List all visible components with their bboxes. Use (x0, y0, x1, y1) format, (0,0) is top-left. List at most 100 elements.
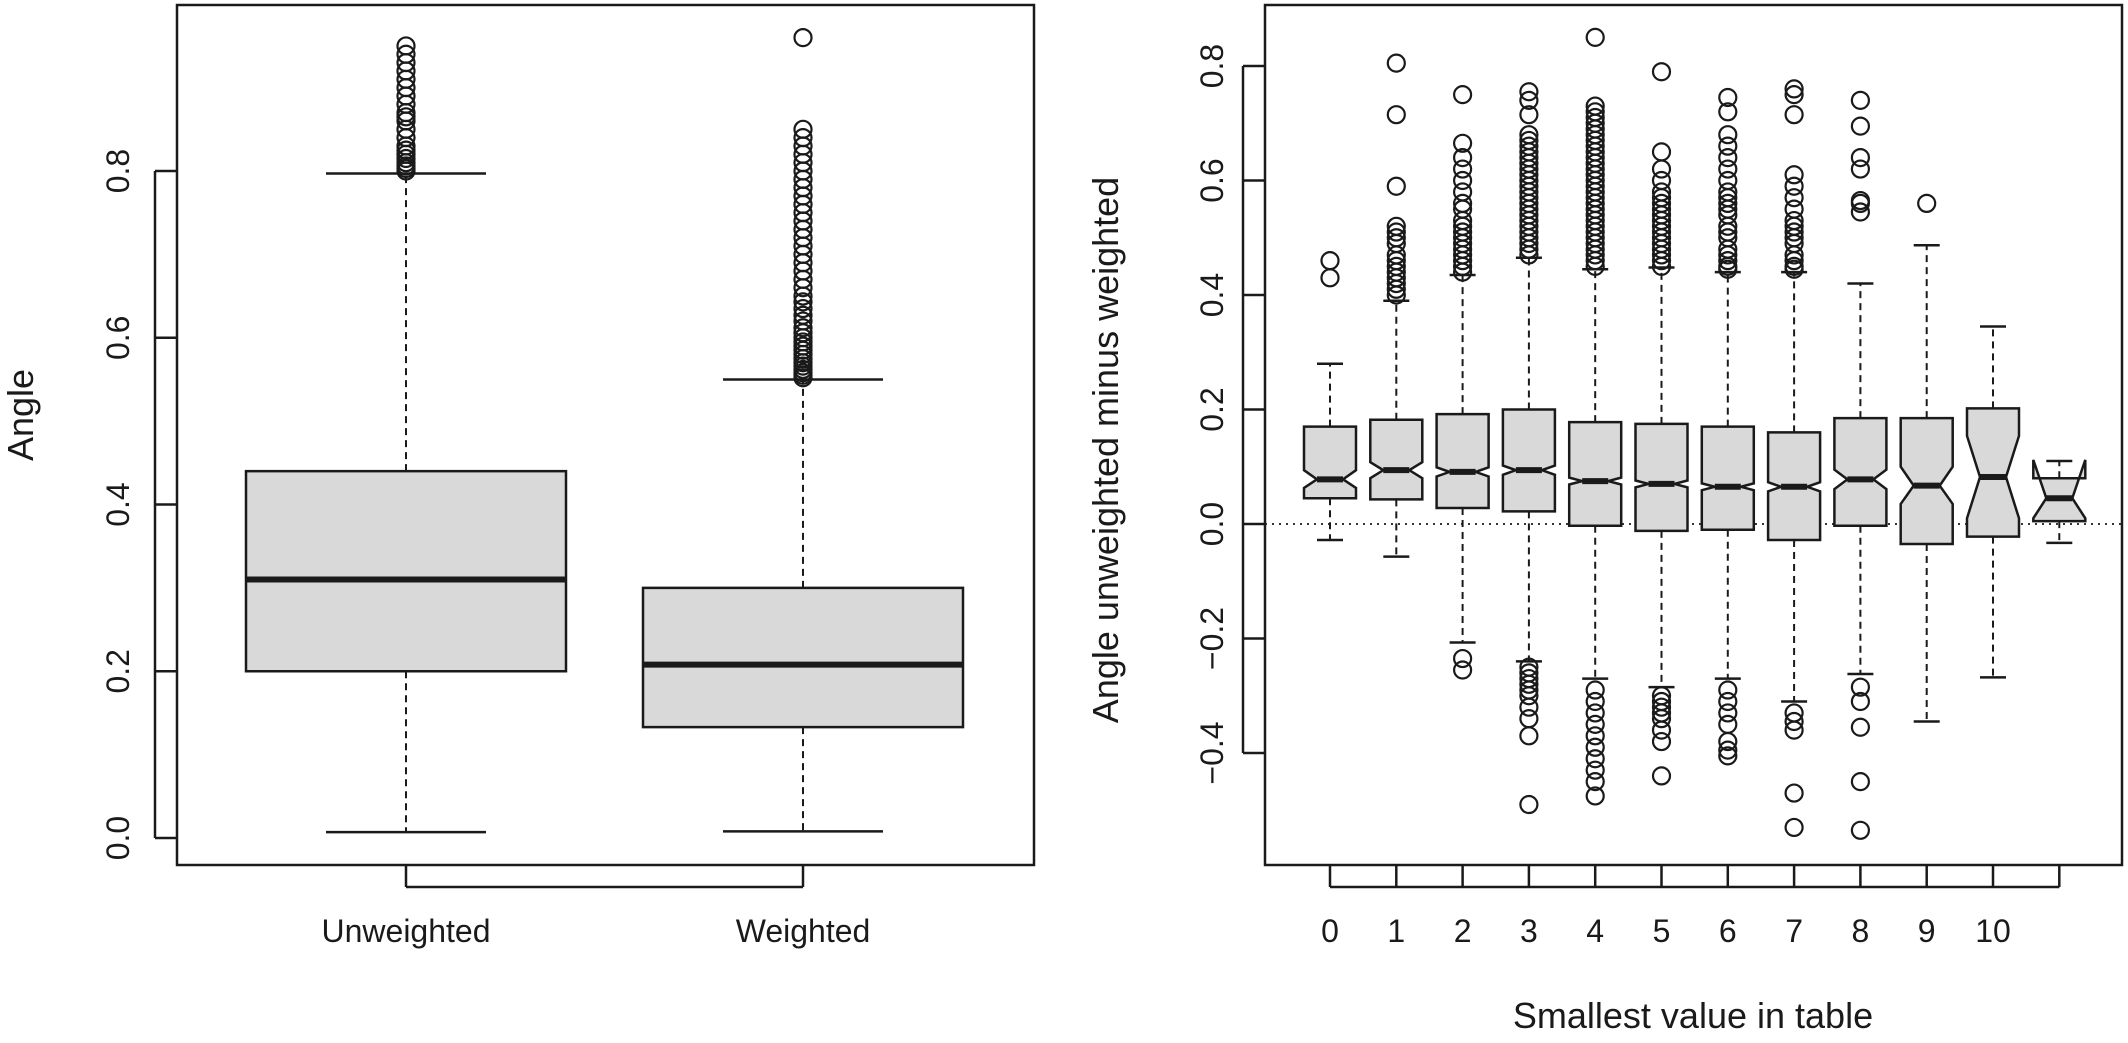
box-body (1634, 422, 1689, 533)
outlier-point (793, 27, 813, 48)
outlier-point (1386, 176, 1406, 196)
outlier-point (1784, 199, 1804, 219)
outlier-point (1386, 228, 1406, 248)
outlier-point (1850, 717, 1871, 737)
box-2 (1435, 85, 1490, 680)
outlier-point (1452, 85, 1473, 105)
outlier-point (1452, 222, 1473, 242)
y-tick-label: 0.6 (100, 316, 136, 360)
outlier-point (1718, 170, 1738, 191)
outlier-point (1452, 648, 1473, 669)
outlier-point (1718, 691, 1738, 712)
outlier-point (1718, 182, 1738, 202)
outlier-point (1718, 87, 1738, 108)
outlier-point (1519, 794, 1539, 815)
outlier-point (1784, 720, 1804, 740)
outlier-point (1718, 159, 1738, 179)
left-y-axis-label: Angle (0, 369, 41, 461)
y-tick-label: 0.8 (1194, 44, 1230, 88)
outlier-point (1850, 820, 1871, 840)
outlier-point (1585, 107, 1605, 128)
box-4 (1567, 27, 1623, 806)
outlier-point (1850, 202, 1871, 222)
outlier-point (793, 305, 813, 325)
box-8 (1833, 90, 1888, 840)
outlier-point (793, 298, 813, 319)
outlier-point (1519, 709, 1539, 729)
x-tick-label: 2 (1454, 913, 1472, 949)
x-tick-label: 5 (1653, 913, 1671, 949)
box-6 (1700, 87, 1756, 766)
x-tick-label: 8 (1852, 913, 1870, 949)
outlier-point (1651, 697, 1672, 717)
box-body (1501, 408, 1557, 513)
outlier-point (793, 292, 813, 312)
outlier-point (1850, 772, 1871, 792)
outlier-point (1718, 731, 1738, 752)
outlier-point (1784, 85, 1804, 105)
outlier-point (1718, 148, 1738, 168)
box-body (1700, 425, 1756, 531)
x-tick-label: Unweighted (322, 913, 491, 949)
outlier-point (1784, 817, 1804, 838)
outlier-point (1917, 193, 1937, 213)
right-plot-marks (1302, 27, 2087, 840)
box-body (1302, 425, 1358, 500)
outlier-point (1585, 102, 1605, 122)
outlier-point (1519, 674, 1539, 694)
left-x-axis: Unweighted Weighted (322, 865, 870, 949)
outlier-point (1519, 105, 1539, 125)
outlier-point (1386, 222, 1406, 242)
outlier-point (1718, 714, 1738, 734)
outlier-point (1519, 726, 1539, 746)
outlier-point (1718, 680, 1738, 700)
box-7 (1766, 79, 1822, 838)
outlier-point (1850, 691, 1871, 712)
outlier-point (793, 318, 813, 338)
box-unlabeled (2032, 459, 2087, 545)
y-tick-label: −0.2 (1194, 607, 1230, 670)
box-Weighted (641, 27, 965, 833)
outlier-point (1585, 749, 1605, 769)
outlier-point (1784, 165, 1804, 185)
outlier-point (1718, 125, 1738, 145)
x-tick-label: 1 (1387, 913, 1405, 949)
y-tick-label: 0.0 (1194, 502, 1230, 546)
x-tick-label: 0 (1321, 913, 1339, 949)
right-y-axis-label: Angle unweighted minus weighted (1085, 177, 1126, 723)
outlier-point (1452, 159, 1473, 179)
y-tick-label: 0.0 (100, 816, 136, 860)
outlier-point (1850, 190, 1871, 211)
outlier-point (1784, 79, 1804, 99)
x-tick-label: 3 (1520, 913, 1538, 949)
outlier-point (1519, 136, 1539, 156)
outlier-point (1651, 182, 1672, 202)
outlier-point (1585, 703, 1605, 723)
x-tick-label: 6 (1719, 913, 1737, 949)
left-panel: 0.0 0.2 0.4 0.6 0.8 Unweighted Weighted Angle (0, 3, 1036, 949)
x-tick-label: 7 (1785, 913, 1803, 949)
box-body (1899, 416, 1954, 546)
right-plot-frame (1263, 3, 2124, 867)
box-body (1567, 420, 1623, 527)
box-body (1435, 412, 1490, 510)
outlier-point (1320, 251, 1340, 271)
outlier-point (1718, 746, 1738, 766)
right-panel: −0.4 −0.2 0.0 0.2 0.4 0.6 0.8 0 1 2 3 4 5 6 7 8 9 10 Ang… (1085, 3, 2124, 1036)
outlier-point (1718, 193, 1738, 213)
outlier-point (1519, 697, 1539, 717)
outlier-point (1585, 786, 1605, 806)
box-body (1369, 418, 1424, 501)
outlier-point (1784, 188, 1804, 208)
x-tick-label: 4 (1586, 913, 1604, 949)
outlier-point (1651, 159, 1672, 179)
outlier-point (396, 44, 416, 64)
box-Unweighted (244, 36, 568, 834)
box-body (641, 586, 965, 729)
outlier-point (1651, 142, 1672, 162)
outlier-point (1585, 772, 1605, 792)
outlier-point (1386, 105, 1406, 125)
outlier-point (1850, 677, 1871, 697)
outlier-point (1585, 691, 1605, 712)
